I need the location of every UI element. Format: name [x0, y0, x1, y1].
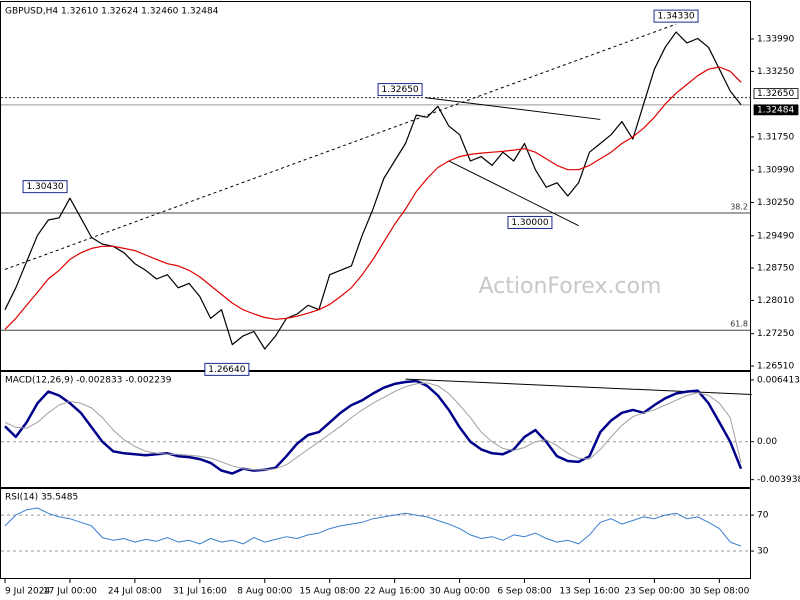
- y-tick-label: 1.33990: [757, 34, 794, 44]
- watermark: ActionForex.com: [479, 274, 662, 299]
- y-tick-label: 30: [757, 547, 769, 557]
- x-tick-label: 31 Jul 16:00: [173, 587, 227, 597]
- y-tick-label: 1.26510: [757, 362, 794, 372]
- annotation-box: [204, 362, 250, 376]
- y-tick-label: 1.30990: [757, 166, 794, 176]
- x-tick-label: 30 Sep 08:00: [689, 587, 749, 597]
- y-tick-label: -0.003938: [757, 475, 800, 485]
- y-tick-label: 1.29490: [757, 231, 794, 241]
- y-tick-label: 1.28750: [757, 264, 794, 274]
- annotation-label: 1.30430: [26, 182, 63, 192]
- y-tick-label: 0.006413: [757, 375, 800, 385]
- series-line: [4, 382, 742, 471]
- annotation-box: [507, 215, 553, 229]
- level-label: 1.32484: [757, 105, 794, 115]
- series-line: [4, 507, 742, 547]
- level-label-box: [753, 104, 799, 116]
- y-tick-label: 1.30250: [757, 198, 794, 208]
- annotation-box: [377, 83, 423, 97]
- y-tick-label: 0.00: [757, 437, 777, 447]
- series-line: [4, 379, 743, 475]
- annotation-label: 1.30000: [511, 218, 548, 228]
- y-tick-label: 1.28010: [757, 296, 794, 306]
- trend-line: [4, 23, 677, 270]
- rsi-panel-frame: [0, 488, 751, 579]
- series-line: [4, 31, 742, 350]
- x-tick-label: 9 Jul 2024: [5, 587, 50, 597]
- annotation-label: 1.32650: [381, 85, 418, 95]
- level-label: 38.2: [730, 203, 748, 212]
- x-tick-label: 15 Aug 08:00: [299, 587, 360, 597]
- panel-title: GBPUSD,H4 1.32610 1.32624 1.32460 1.3248…: [5, 7, 219, 17]
- y-tick-label: 1.33250: [757, 67, 794, 77]
- panel-title: MACD(12,26,9) -0.002833 -0.002239: [5, 376, 172, 386]
- y-tick-label: 1.31750: [757, 132, 794, 142]
- trend-line: [424, 97, 601, 120]
- trend-line: [448, 160, 579, 227]
- annotation-label: 1.34330: [657, 12, 694, 22]
- x-tick-label: 17 Jul 00:00: [43, 587, 97, 597]
- annotation-box: [653, 9, 699, 23]
- level-label: 61.8: [730, 320, 748, 329]
- y-tick-label: 1.27250: [757, 329, 794, 339]
- x-tick-label: 13 Sep 16:00: [559, 587, 619, 597]
- macd-panel-frame: [0, 371, 751, 488]
- annotation-label: 1.26640: [208, 365, 245, 375]
- series-line: [4, 66, 742, 330]
- x-tick-label: 30 Aug 00:00: [429, 587, 490, 597]
- x-tick-label: 24 Jul 08:00: [108, 587, 162, 597]
- annotation-box: [22, 180, 68, 194]
- level-label-box: [753, 88, 799, 99]
- panel-title: RSI(14) 35.5485: [5, 493, 78, 503]
- x-tick-label: 22 Aug 16:00: [364, 587, 425, 597]
- price-panel-frame: [0, 1, 751, 371]
- x-tick-label: 23 Sep 00:00: [624, 587, 684, 597]
- y-tick-label: 70: [757, 511, 769, 521]
- x-tick-label: 6 Sep 08:00: [497, 587, 552, 597]
- level-label: 1.32650: [757, 89, 794, 99]
- x-tick-label: 8 Aug 00:00: [237, 587, 292, 597]
